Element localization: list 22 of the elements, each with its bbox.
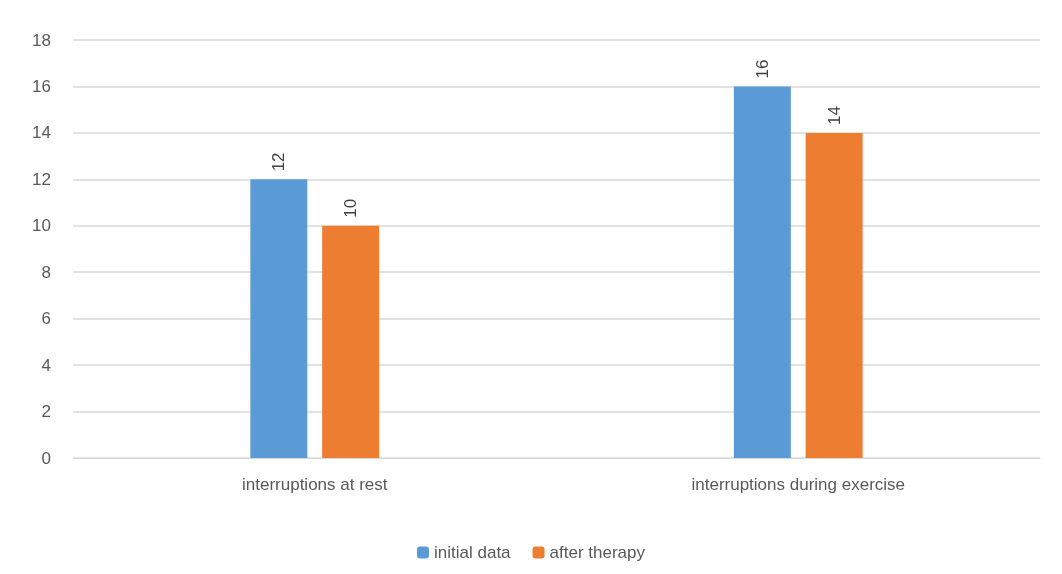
y-tick-label: 16 <box>32 76 51 96</box>
x-tick-label: interruptions during exercise <box>691 475 906 494</box>
bar <box>322 225 380 458</box>
x-tick-label: interruptions at rest <box>241 475 388 494</box>
y-tick-label: 8 <box>41 262 51 282</box>
bar <box>250 179 308 458</box>
data-label: 12 <box>269 152 289 172</box>
bar <box>805 132 863 458</box>
data-label: 16 <box>752 59 772 79</box>
data-label: 14 <box>824 105 844 125</box>
y-tick-label: 12 <box>32 169 51 189</box>
bar <box>733 86 791 458</box>
legend-label: after therapy <box>549 543 646 562</box>
y-tick-label: 4 <box>41 355 51 375</box>
y-tick-label: 10 <box>32 216 51 236</box>
y-tick-label: 14 <box>32 123 51 143</box>
y-tick-label: 6 <box>41 309 51 329</box>
y-tick-label: 0 <box>41 448 51 468</box>
y-tick-label: 18 <box>32 30 51 50</box>
legend-label: initial data <box>434 543 512 562</box>
y-tick-label: 2 <box>41 402 51 422</box>
data-label: 10 <box>341 198 361 218</box>
